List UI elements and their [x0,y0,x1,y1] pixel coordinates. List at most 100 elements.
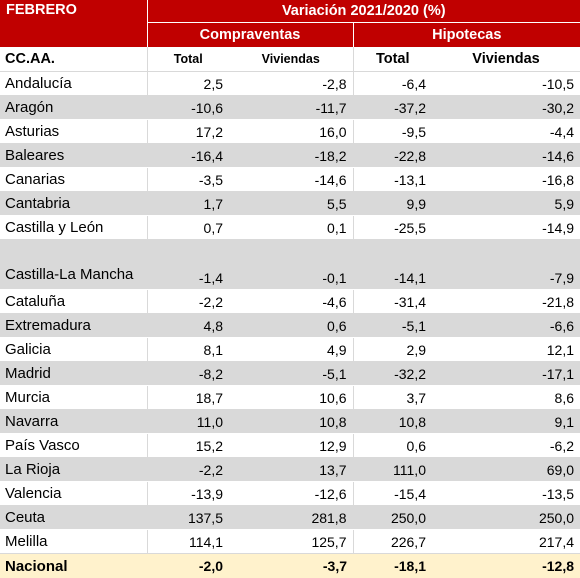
hipotecas-total-cell: -31,4 [353,290,432,314]
table-row: Valencia-13,9-12,6-15,4-13,5 [0,482,580,506]
compraventas-viviendas-cell: 0,6 [229,314,353,338]
region-name: Valencia [0,482,147,506]
region-name: Murcia [0,386,147,410]
compraventas-total-cell: 1,7 [147,192,229,216]
hipotecas-total-cell: -5,1 [353,314,432,338]
hipotecas-total-cell: -13,1 [353,168,432,192]
compraventas-total-cell: -2,2 [147,290,229,314]
compraventas-viviendas-cell: -0,1 [229,240,353,290]
hipotecas-total-cell: 9,9 [353,192,432,216]
region-name: Extremadura [0,314,147,338]
compraventas-viviendas-cell: 4,9 [229,338,353,362]
national-region-name: Nacional [0,554,147,578]
compraventas-viviendas-cell: -11,7 [229,96,353,120]
table-row: Madrid-8,2-5,1-32,2-17,1 [0,362,580,386]
national-compraventas-viviendas-cell: -3,7 [229,554,353,578]
compraventas-total-cell: 137,5 [147,506,229,530]
compraventas-viviendas-cell: 16,0 [229,120,353,144]
compraventas-total-cell: 11,0 [147,410,229,434]
month-label: FEBRERO [0,0,147,47]
hipotecas-total-cell: 3,7 [353,386,432,410]
hipotecas-total-cell: -37,2 [353,96,432,120]
hipotecas-viviendas-cell: 5,9 [432,192,580,216]
region-name: Galicia [0,338,147,362]
compraventas-total-cell: 17,2 [147,120,229,144]
hipotecas-total-cell: 250,0 [353,506,432,530]
compraventas-viviendas-cell: 125,7 [229,530,353,554]
hipotecas-total-cell: -22,8 [353,144,432,168]
region-name: Cantabria [0,192,147,216]
compraventas-viviendas-cell: 10,6 [229,386,353,410]
region-name: La Rioja [0,458,147,482]
region-name: País Vasco [0,434,147,458]
hip-viviendas-header: Viviendas [432,47,580,72]
hipotecas-total-cell: -6,4 [353,72,432,96]
compraventas-viviendas-cell: -5,1 [229,362,353,386]
hipotecas-total-cell: -32,2 [353,362,432,386]
hipotecas-total-cell: 2,9 [353,338,432,362]
national-total-row: Nacional-2,0-3,7-18,1-12,8 [0,554,580,578]
compraventas-total-cell: -13,9 [147,482,229,506]
hipotecas-total-cell: 0,6 [353,434,432,458]
hipotecas-total-cell: -15,4 [353,482,432,506]
compraventas-viviendas-cell: -14,6 [229,168,353,192]
compraventas-viviendas-cell: 5,5 [229,192,353,216]
hipotecas-viviendas-cell: -16,8 [432,168,580,192]
table-row: Canarias-3,5-14,6-13,1-16,8 [0,168,580,192]
hipotecas-viviendas-cell: 250,0 [432,506,580,530]
region-name: Andalucía [0,72,147,96]
region-name: Ceuta [0,506,147,530]
compraventas-viviendas-cell: 281,8 [229,506,353,530]
hipotecas-viviendas-cell: -17,1 [432,362,580,386]
compraventas-total-cell: 0,7 [147,216,229,240]
region-column-header: CC.AA. [0,47,147,72]
table-row: Aragón-10,6-11,7-37,2-30,2 [0,96,580,120]
national-hipotecas-viviendas-cell: -12,8 [432,554,580,578]
compraventas-viviendas-cell: -12,6 [229,482,353,506]
region-name: Castilla-La Mancha [0,240,147,290]
hipotecas-viviendas-cell: -14,6 [432,144,580,168]
compraventas-viviendas-cell: 0,1 [229,216,353,240]
hip-total-header: Total [353,47,432,72]
compraventas-viviendas-cell: -2,8 [229,72,353,96]
column-header-row: CC.AA. Total Viviendas Total Viviendas [0,47,580,72]
table-row: Baleares-16,4-18,2-22,8-14,6 [0,144,580,168]
variation-title: Variación 2021/2020 (%) [147,0,580,23]
region-name: Canarias [0,168,147,192]
hipotecas-viviendas-cell: 217,4 [432,530,580,554]
region-name: Castilla y León [0,216,147,240]
region-name: Melilla [0,530,147,554]
hipotecas-total-cell: 226,7 [353,530,432,554]
hipotecas-viviendas-cell: -21,8 [432,290,580,314]
compraventas-total-cell: -1,4 [147,240,229,290]
compraventas-total-cell: 4,8 [147,314,229,338]
comp-viviendas-header: Viviendas [229,47,353,72]
compraventas-viviendas-cell: 10,8 [229,410,353,434]
hipotecas-viviendas-cell: 8,6 [432,386,580,410]
national-compraventas-total-cell: -2,0 [147,554,229,578]
region-name: Aragón [0,96,147,120]
region-name: Madrid [0,362,147,386]
region-name: Asturias [0,120,147,144]
hipotecas-viviendas-cell: -6,6 [432,314,580,338]
group-compraventas: Compraventas [147,23,353,48]
compraventas-total-cell: -16,4 [147,144,229,168]
compraventas-viviendas-cell: 13,7 [229,458,353,482]
region-name: Cataluña [0,290,147,314]
compraventas-total-cell: 114,1 [147,530,229,554]
compraventas-total-cell: -2,2 [147,458,229,482]
hipotecas-viviendas-cell: 9,1 [432,410,580,434]
compraventas-total-cell: 2,5 [147,72,229,96]
hipotecas-viviendas-cell: -6,2 [432,434,580,458]
region-name: Navarra [0,410,147,434]
